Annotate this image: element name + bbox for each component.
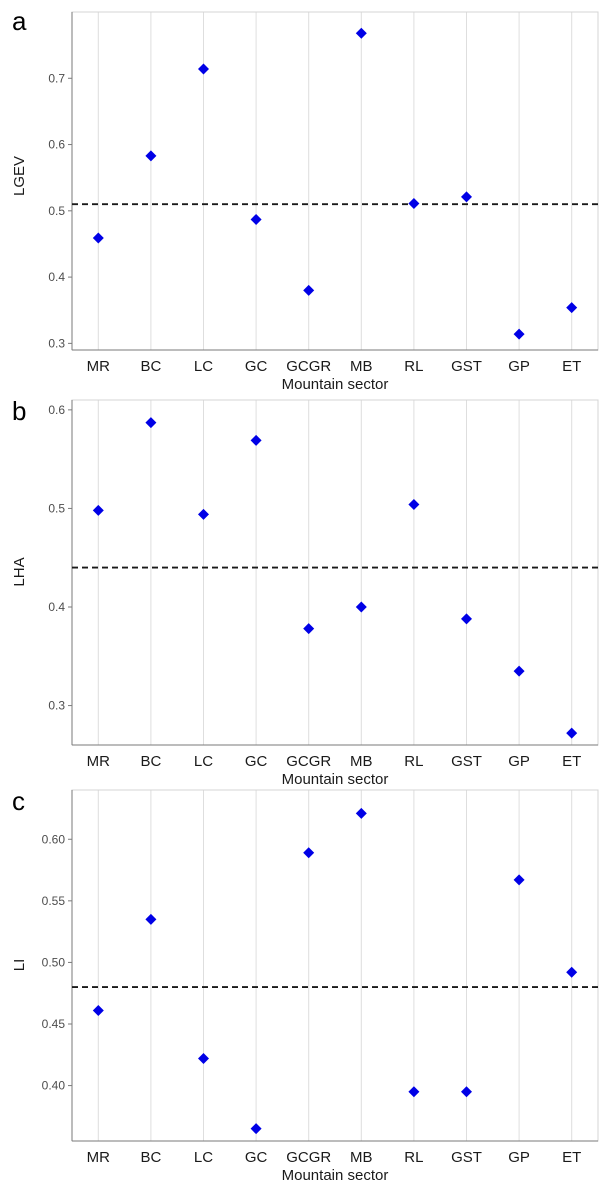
data-point	[355, 27, 367, 39]
data-point	[145, 913, 157, 925]
x-tick-label: BC	[140, 753, 161, 770]
data-point	[408, 198, 420, 210]
x-tick-label: GP	[508, 358, 530, 375]
x-tick-label: GC	[245, 358, 268, 375]
y-tick-label: 0.4	[48, 270, 65, 284]
data-point	[461, 1086, 472, 1098]
panel-tag: c	[12, 786, 25, 816]
data-point	[198, 63, 209, 75]
x-tick-label: GST	[451, 1149, 482, 1166]
y-axis-title: LHA	[11, 557, 28, 586]
x-tick-label: RL	[404, 753, 423, 770]
data-point	[198, 1052, 209, 1064]
data-point	[566, 302, 578, 314]
x-tick-label: GST	[451, 358, 482, 375]
x-tick-label: BC	[140, 358, 161, 375]
x-axis-title: Mountain sector	[282, 376, 389, 393]
y-tick-label: 0.5	[48, 204, 65, 218]
y-tick-label: 0.4	[48, 600, 65, 614]
x-axis-title: Mountain sector	[282, 771, 389, 788]
x-axis-title: Mountain sector	[282, 1167, 389, 1184]
x-tick-label: LC	[194, 358, 213, 375]
data-point	[513, 665, 525, 677]
chart-panel-b: 0.3 0.4 0.5 0.6 MR BC LC GC GCGR MB RL GST GP ET Mount…	[11, 396, 599, 788]
data-point	[303, 847, 315, 859]
data-point	[250, 213, 262, 225]
x-tick-label: LC	[194, 1149, 213, 1166]
chart-panel-a: 0.3 0.4 0.5 0.6 0.7 MR BC LC GC GCGR MB RL GST GP ET Mo…	[11, 6, 599, 393]
y-tick-label: 0.5	[48, 501, 65, 515]
data-point	[355, 601, 367, 613]
x-tick-label: GC	[245, 753, 268, 770]
x-tick-label: GC	[245, 1149, 268, 1166]
y-tick-label: 0.40	[42, 1079, 66, 1093]
y-tick-label: 0.45	[42, 1017, 66, 1031]
x-tick-label: LC	[194, 753, 213, 770]
x-tick-label: ET	[562, 1149, 581, 1166]
data-point	[92, 232, 104, 244]
data-point	[250, 1123, 262, 1135]
x-tick-label: GST	[451, 753, 482, 770]
data-point	[92, 504, 104, 516]
panel-tag: b	[12, 396, 26, 426]
data-point	[145, 417, 157, 429]
data-point	[566, 966, 578, 978]
data-point	[566, 727, 578, 739]
x-tick-label: BC	[140, 1149, 161, 1166]
data-point	[198, 508, 209, 520]
y-tick-label: 0.3	[48, 336, 65, 350]
x-tick-label: GCGR	[286, 358, 331, 375]
x-tick-label: MB	[350, 753, 373, 770]
x-tick-label: GP	[508, 753, 530, 770]
chart-panel-c: 0.40 0.45 0.50 0.55 0.60 MR BC LC GC GCGR MB RL GST G…	[11, 786, 599, 1184]
data-point	[408, 1086, 420, 1098]
data-point	[461, 191, 472, 203]
y-tick-label: 0.55	[42, 894, 66, 908]
y-tick-label: 0.6	[48, 403, 65, 417]
data-point	[145, 150, 157, 162]
x-tick-label: MB	[350, 358, 373, 375]
x-tick-label: MB	[350, 1149, 373, 1166]
x-tick-label: GCGR	[286, 753, 331, 770]
x-tick-label: ET	[562, 753, 581, 770]
y-tick-label: 0.60	[42, 832, 66, 846]
data-point	[355, 807, 367, 819]
data-point	[92, 1004, 104, 1016]
x-tick-label: MR	[87, 753, 110, 770]
x-tick-label: GCGR	[286, 1149, 331, 1166]
x-tick-label: MR	[87, 1149, 110, 1166]
y-axis-title: LI	[11, 959, 28, 972]
data-point	[250, 434, 262, 446]
y-tick-label: 0.3	[48, 699, 65, 713]
x-tick-label: GP	[508, 1149, 530, 1166]
data-point	[513, 874, 525, 886]
y-axis-title: LGEV	[11, 156, 28, 196]
data-point	[513, 328, 525, 340]
data-point	[461, 613, 472, 625]
x-tick-label: RL	[404, 1149, 423, 1166]
panel-tag: a	[12, 6, 27, 36]
y-tick-label: 0.6	[48, 138, 65, 152]
x-tick-label: ET	[562, 358, 581, 375]
y-tick-label: 0.50	[42, 955, 66, 969]
data-point	[303, 623, 315, 635]
x-tick-label: MR	[87, 358, 110, 375]
data-point	[303, 284, 315, 296]
data-point	[408, 498, 420, 510]
x-tick-label: RL	[404, 358, 423, 375]
y-tick-label: 0.7	[48, 71, 65, 85]
